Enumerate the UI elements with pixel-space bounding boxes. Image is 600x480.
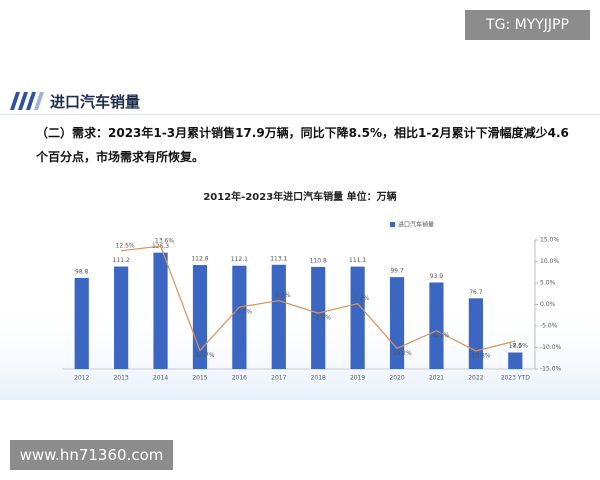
bar-value-label: 110.8 <box>310 257 327 264</box>
x-tick-label: 2013 <box>113 375 128 382</box>
line-value-label: -10.7% <box>193 352 215 359</box>
chart: 2012年-2023年进口汽车销量 单位：万辆 15.0% 10.0% 5.0% 0.… <box>0 190 600 400</box>
bar-value-label: 98.8 <box>75 268 89 275</box>
line-value-label: -0.6% <box>235 309 253 316</box>
bar <box>389 277 405 369</box>
header-icon <box>10 92 44 110</box>
bar <box>153 252 168 369</box>
bar <box>468 298 483 369</box>
x-tick-label: 2019 <box>350 375 365 382</box>
legend-swatch <box>390 222 395 227</box>
paragraph: （二）需求：2023年1-3月累计销售17.9万辆，同比下降8.5%，相比1-2… <box>36 126 569 164</box>
y2-tick-label: 15.0% <box>540 237 559 244</box>
x-tick-label: 2021 <box>429 375 444 382</box>
x-tick-label: 2020 <box>389 375 404 382</box>
y2-tick-label: 10.0% <box>540 258 559 265</box>
y2-tick-label: 5.0% <box>540 280 556 287</box>
y2-tick-label: 0.0% <box>540 301 556 308</box>
line-value-label: 13.6% <box>155 238 174 245</box>
bar-value-label: 112.1 <box>231 256 248 263</box>
line-value-label: 12.5% <box>116 242 135 249</box>
line-value-label: -10.2% <box>390 350 412 357</box>
bar-value-label: 17.9 <box>509 343 523 350</box>
x-tick-label: 2022 <box>468 375 483 382</box>
bar-value-label: 113.1 <box>270 255 287 262</box>
x-tick-label: 2017 <box>271 375 286 382</box>
chart-title: 2012年-2023年进口汽车销量 单位：万辆 <box>203 190 396 203</box>
y2-tick-label: -15.0% <box>540 366 562 373</box>
bar <box>271 264 286 369</box>
section-header: 进口汽车销量 <box>0 88 600 115</box>
bar <box>508 352 523 369</box>
bar-value-label: 99.7 <box>390 268 404 275</box>
bar <box>74 277 89 369</box>
x-tick-label: 2015 <box>192 375 207 382</box>
y2-tick-label: -10.0% <box>540 344 562 351</box>
legend-label: 进口汽车销量 <box>398 221 434 229</box>
bar <box>350 266 365 369</box>
x-tick-label: 2016 <box>232 375 247 382</box>
header-title: 进口汽车销量 <box>50 93 141 111</box>
x-tick-label: 2018 <box>311 375 326 382</box>
line-value-label: -8.5% <box>511 343 529 350</box>
watermark: TG: MYYJJPP <box>465 10 590 40</box>
line-value-label: 0.9% <box>275 292 291 299</box>
watermark: www.hn71360.com <box>10 440 173 470</box>
x-tick-label: 2012 <box>74 375 89 382</box>
line-value-label: 0.2% <box>354 295 370 302</box>
bar-value-label: 112.8 <box>191 256 208 263</box>
bar-value-label: 111.1 <box>349 257 366 264</box>
bar <box>232 265 247 369</box>
line-value-label: -2.0% <box>313 315 331 322</box>
y2-tick-label: -5.0% <box>540 323 558 330</box>
bar-value-label: 93.9 <box>430 273 444 280</box>
bar-value-label: 111.2 <box>113 257 130 264</box>
bar <box>311 266 326 369</box>
line <box>121 245 516 352</box>
line-value-label: -6.1% <box>432 332 450 339</box>
bar-value-label: 76.7 <box>469 289 483 296</box>
bar <box>114 266 129 369</box>
bar <box>192 265 208 369</box>
bar <box>429 282 444 369</box>
background <box>0 300 600 400</box>
x-tick-label: 2014 <box>153 375 168 382</box>
x-tick-label: 2023 YTD <box>501 375 531 382</box>
line-value-label: -10.8% <box>469 352 491 359</box>
